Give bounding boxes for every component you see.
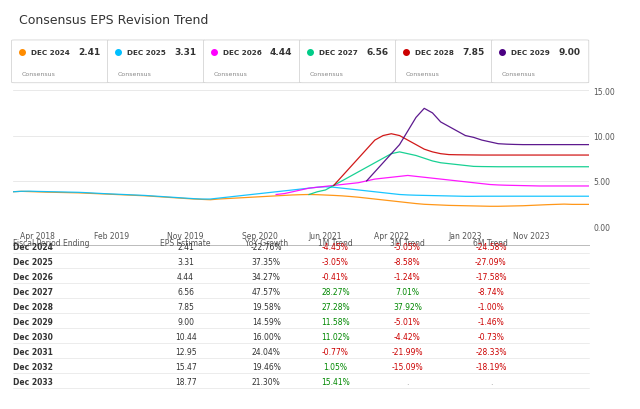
- Text: 6M Trend: 6M Trend: [474, 238, 508, 247]
- Text: -24.58%: -24.58%: [475, 243, 507, 252]
- Text: -0.41%: -0.41%: [322, 273, 349, 282]
- Text: 10.44: 10.44: [175, 333, 196, 342]
- Text: -8.58%: -8.58%: [394, 258, 420, 267]
- Text: 2.41: 2.41: [177, 243, 194, 252]
- Text: 9.00: 9.00: [177, 317, 194, 326]
- Text: 4.44: 4.44: [177, 273, 194, 282]
- Text: 28.27%: 28.27%: [321, 288, 349, 297]
- Text: 1.05%: 1.05%: [323, 362, 348, 371]
- FancyBboxPatch shape: [396, 41, 493, 83]
- Text: Dec 2029: Dec 2029: [13, 317, 52, 326]
- Text: DEC 2027: DEC 2027: [319, 49, 357, 56]
- Text: Dec 2024: Dec 2024: [13, 243, 52, 252]
- Text: Consensus: Consensus: [502, 72, 536, 76]
- Text: 19.46%: 19.46%: [252, 362, 281, 371]
- FancyBboxPatch shape: [492, 41, 589, 83]
- Text: 21.30%: 21.30%: [252, 377, 280, 386]
- Text: Consensus: Consensus: [310, 72, 344, 76]
- FancyBboxPatch shape: [300, 41, 397, 83]
- Text: 14.59%: 14.59%: [252, 317, 281, 326]
- Text: YoY Growth: YoY Growth: [244, 238, 288, 247]
- Text: -3.05%: -3.05%: [322, 258, 349, 267]
- FancyBboxPatch shape: [204, 41, 301, 83]
- Text: 7.85: 7.85: [462, 48, 484, 57]
- Text: -28.33%: -28.33%: [475, 347, 507, 356]
- Text: DEC 2026: DEC 2026: [223, 49, 262, 56]
- Text: Dec 2032: Dec 2032: [13, 362, 52, 371]
- Text: Consensus: Consensus: [214, 72, 248, 76]
- Text: 3M Trend: 3M Trend: [390, 238, 425, 247]
- Text: DEC 2029: DEC 2029: [511, 49, 550, 56]
- Text: Dec 2031: Dec 2031: [13, 347, 52, 356]
- Text: Consensus EPS Revision Trend: Consensus EPS Revision Trend: [19, 14, 208, 27]
- Text: -1.00%: -1.00%: [477, 303, 504, 312]
- Text: 11.58%: 11.58%: [321, 317, 349, 326]
- Text: 11.02%: 11.02%: [321, 333, 349, 342]
- Text: 15.41%: 15.41%: [321, 377, 349, 386]
- Text: 4.44: 4.44: [269, 48, 292, 57]
- Text: 3.31: 3.31: [174, 48, 196, 57]
- Text: 6.56: 6.56: [177, 288, 194, 297]
- Text: -0.73%: -0.73%: [477, 333, 504, 342]
- Text: 9.00: 9.00: [558, 48, 580, 57]
- Text: Dec 2030: Dec 2030: [13, 333, 52, 342]
- Text: 37.92%: 37.92%: [393, 303, 422, 312]
- Text: Fiscal Period Ending: Fiscal Period Ending: [13, 238, 90, 247]
- Text: 37.35%: 37.35%: [252, 258, 281, 267]
- Text: 15.47: 15.47: [175, 362, 196, 371]
- Text: -17.58%: -17.58%: [475, 273, 507, 282]
- Text: -1.46%: -1.46%: [477, 317, 504, 326]
- Text: Dec 2028: Dec 2028: [13, 303, 52, 312]
- Text: EPS Estimate: EPS Estimate: [161, 238, 211, 247]
- Text: .: .: [490, 377, 492, 386]
- Text: DEC 2024: DEC 2024: [31, 49, 69, 56]
- Text: 24.04%: 24.04%: [252, 347, 281, 356]
- Text: 47.57%: 47.57%: [252, 288, 281, 297]
- Text: -4.42%: -4.42%: [394, 333, 420, 342]
- Text: 34.27%: 34.27%: [252, 273, 281, 282]
- Text: Dec 2027: Dec 2027: [13, 288, 52, 297]
- Text: Dec 2033: Dec 2033: [13, 377, 52, 386]
- Text: Consensus: Consensus: [406, 72, 440, 76]
- Text: -8.74%: -8.74%: [477, 288, 504, 297]
- Text: -22.76%: -22.76%: [250, 243, 282, 252]
- Text: Consensus: Consensus: [118, 72, 152, 76]
- Text: -1.24%: -1.24%: [394, 273, 420, 282]
- Text: 18.77: 18.77: [175, 377, 196, 386]
- Text: -0.77%: -0.77%: [322, 347, 349, 356]
- Text: -5.01%: -5.01%: [394, 317, 420, 326]
- Text: Dec 2025: Dec 2025: [13, 258, 52, 267]
- Text: 12.95: 12.95: [175, 347, 196, 356]
- Text: -15.09%: -15.09%: [392, 362, 423, 371]
- Text: Dec 2026: Dec 2026: [13, 273, 52, 282]
- Text: 16.00%: 16.00%: [252, 333, 281, 342]
- Text: 7.85: 7.85: [177, 303, 194, 312]
- Text: DEC 2028: DEC 2028: [415, 49, 454, 56]
- Text: 27.28%: 27.28%: [321, 303, 349, 312]
- Text: Consensus: Consensus: [22, 72, 56, 76]
- Text: 7.01%: 7.01%: [396, 288, 419, 297]
- Text: -18.19%: -18.19%: [475, 362, 507, 371]
- Text: DEC 2025: DEC 2025: [127, 49, 166, 56]
- Text: .: .: [406, 377, 408, 386]
- Text: -5.05%: -5.05%: [394, 243, 420, 252]
- Text: -27.09%: -27.09%: [475, 258, 507, 267]
- Text: 6.56: 6.56: [366, 48, 388, 57]
- Text: 1M Trend: 1M Trend: [318, 238, 353, 247]
- Text: 2.41: 2.41: [78, 48, 100, 57]
- Text: 19.58%: 19.58%: [252, 303, 280, 312]
- Text: -4.45%: -4.45%: [322, 243, 349, 252]
- Text: 3.31: 3.31: [177, 258, 194, 267]
- FancyBboxPatch shape: [12, 41, 109, 83]
- Text: -21.99%: -21.99%: [392, 347, 423, 356]
- FancyBboxPatch shape: [108, 41, 205, 83]
